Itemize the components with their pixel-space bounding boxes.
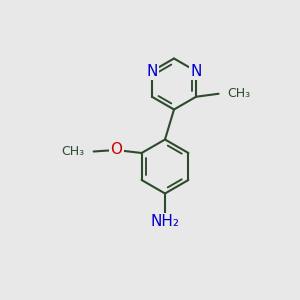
Text: O: O [110,142,122,158]
Text: N: N [190,64,202,79]
Text: NH₂: NH₂ [151,214,179,230]
Text: N: N [146,64,158,79]
Text: CH₃: CH₃ [61,145,85,158]
Text: CH₃: CH₃ [227,87,250,100]
